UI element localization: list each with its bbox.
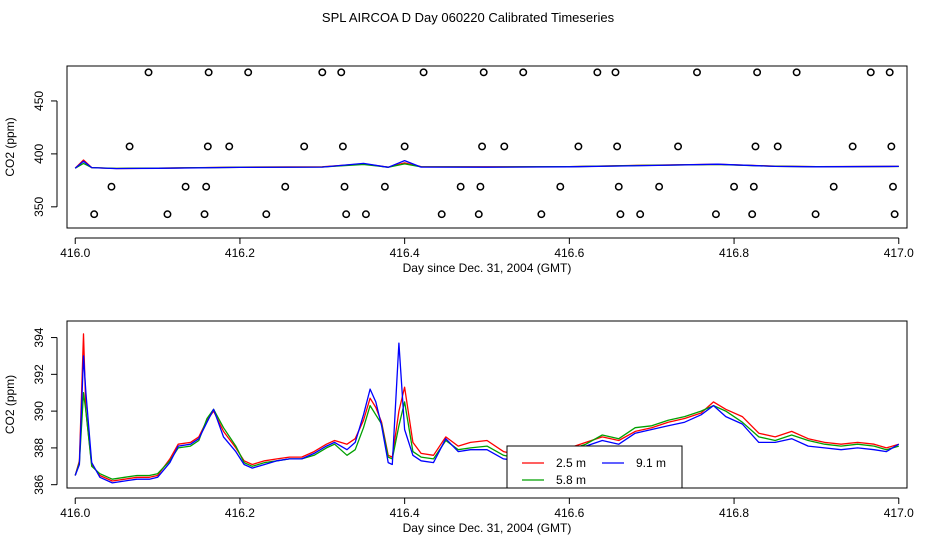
- top-x-tick-label: 417.0: [884, 246, 914, 260]
- top-data-point: [749, 182, 758, 191]
- top-data-point: [318, 68, 327, 77]
- chart-title: SPL AIRCOA D Day 060220 Calibrated Times…: [322, 10, 615, 25]
- top-x-tick-label: 416.0: [60, 246, 90, 260]
- top-data-point: [885, 68, 894, 77]
- top-data-point: [380, 182, 389, 191]
- top-data-point: [751, 142, 760, 151]
- top-data-point: [202, 182, 211, 191]
- top-data-point: [419, 68, 428, 77]
- top-data-point: [792, 68, 801, 77]
- top-data-point: [753, 68, 762, 77]
- bottom-y-axis-label: CO2 (ppm): [3, 375, 17, 434]
- top-data-point: [887, 142, 896, 151]
- top-y-tick-label: 350: [32, 196, 46, 216]
- top-data-point: [500, 142, 509, 151]
- top-data-point: [866, 68, 875, 77]
- top-x-tick-label: 416.2: [225, 246, 255, 260]
- top-data-point: [811, 210, 820, 219]
- top-data-point: [773, 142, 782, 151]
- top-data-point: [614, 182, 623, 191]
- bottom-series-line-91m: [74, 342, 900, 484]
- top-data-point: [476, 182, 485, 191]
- bottom-x-tick-label: 417.0: [884, 506, 914, 520]
- top-data-point: [616, 210, 625, 219]
- legend: 2.5 m 9.1 m 5.8 m: [506, 445, 683, 489]
- top-data-point: [163, 210, 172, 219]
- top-data-point: [613, 142, 622, 151]
- top-data-point: [730, 182, 739, 191]
- bottom-y-tick-label: 390: [32, 401, 46, 421]
- top-x-tick-label: 416.8: [719, 246, 749, 260]
- top-x-tick-label: 416.6: [554, 246, 584, 260]
- top-data-point: [342, 210, 351, 219]
- top-data-point: [244, 68, 253, 77]
- top-data-point: [144, 68, 153, 77]
- top-data-point: [556, 182, 565, 191]
- top-y-axis-label: CO2 (ppm): [3, 117, 17, 176]
- legend-label-25m: 2.5 m: [556, 456, 586, 470]
- top-data-point: [400, 142, 409, 151]
- top-data-point: [204, 68, 213, 77]
- top-x-tick-label: 416.4: [390, 246, 420, 260]
- top-data-point: [611, 68, 620, 77]
- top-data-point: [125, 142, 134, 151]
- top-data-point: [225, 142, 234, 151]
- bottom-y-tick-label: 388: [32, 438, 46, 458]
- top-data-point: [748, 210, 757, 219]
- bottom-x-axis-label: Day since Dec. 31, 2004 (GMT): [403, 521, 572, 535]
- top-data-point: [711, 210, 720, 219]
- bottom-x-tick-label: 416.6: [554, 506, 584, 520]
- top-data-point: [361, 210, 370, 219]
- top-data-point: [848, 142, 857, 151]
- bottom-y-tick-label: 392: [32, 364, 46, 384]
- top-data-point: [519, 68, 528, 77]
- legend-label-91m: 9.1 m: [636, 456, 666, 470]
- top-data-point: [636, 210, 645, 219]
- top-data-point: [456, 182, 465, 191]
- top-data-point: [829, 182, 838, 191]
- bottom-y-tick-label: 386: [32, 474, 46, 494]
- top-data-point: [889, 182, 897, 191]
- bottom-x-tick-label: 416.8: [719, 506, 749, 520]
- top-y-tick-label: 400: [32, 144, 46, 164]
- top-series-group: [74, 159, 899, 170]
- top-data-point: [300, 142, 309, 151]
- legend-box: [506, 445, 683, 489]
- top-data-point: [337, 68, 346, 77]
- top-data-point: [478, 142, 487, 151]
- top-data-point: [674, 142, 683, 151]
- top-data-point: [693, 68, 701, 77]
- top-data-point: [203, 142, 212, 151]
- bottom-y-tick-label: 394: [32, 327, 46, 347]
- top-data-point: [437, 210, 446, 219]
- top-data-point: [340, 182, 349, 191]
- top-series-line-91m: [74, 159, 899, 170]
- top-data-point: [200, 210, 209, 219]
- top-data-point: [655, 182, 664, 191]
- top-y-tick-label: 450: [32, 91, 46, 111]
- top-data-point: [90, 210, 99, 219]
- bottom-plot-frame: [66, 320, 908, 489]
- bottom-x-tick-label: 416.0: [60, 506, 90, 520]
- top-data-point: [262, 210, 271, 219]
- bottom-x-tick-label: 416.4: [390, 506, 420, 520]
- top-data-point: [890, 210, 899, 219]
- bottom-x-tick-label: 416.2: [225, 506, 255, 520]
- top-data-point: [181, 182, 190, 191]
- bottom-series-line-25m: [74, 333, 899, 482]
- top-data-point: [479, 68, 488, 77]
- top-data-point: [574, 142, 583, 151]
- top-data-point: [338, 142, 347, 151]
- legend-label-58m: 5.8 m: [556, 473, 586, 487]
- top-data-point: [593, 68, 602, 77]
- top-data-point: [107, 182, 116, 191]
- top-data-point: [474, 210, 483, 219]
- bottom-series-group: [74, 333, 900, 484]
- top-plot-frame: [66, 65, 908, 229]
- top-data-point: [537, 210, 546, 219]
- top-x-axis-label: Day since Dec. 31, 2004 (GMT): [403, 261, 572, 275]
- top-data-point: [281, 182, 290, 191]
